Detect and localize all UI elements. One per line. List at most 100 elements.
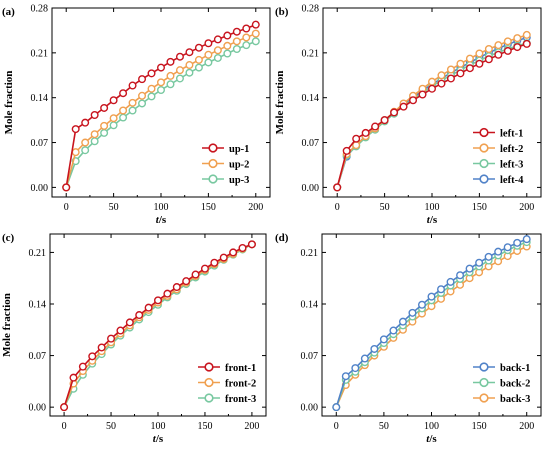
data-point: [361, 128, 370, 137]
data-point: [172, 283, 181, 292]
data-point: [138, 91, 147, 100]
data-point: [147, 84, 156, 93]
data-point: [484, 252, 493, 261]
data-point: [437, 79, 446, 88]
data-point: [332, 403, 341, 412]
data-point: [81, 118, 90, 127]
panel-label: (c): [2, 232, 15, 244]
data-point: [513, 238, 522, 247]
data-point: [229, 248, 238, 257]
panel-label: (d): [275, 232, 289, 244]
legend-label: front-2: [225, 379, 256, 390]
data-point: [333, 183, 342, 192]
legend-marker: [479, 158, 489, 169]
legend-label: back-2: [500, 379, 530, 390]
series-line: [335, 241, 527, 408]
legend-marker: [479, 362, 489, 372]
data-point: [232, 45, 241, 54]
series-line: [63, 243, 253, 408]
legend-marker: [204, 377, 214, 388]
x-tick-label: 150: [472, 202, 487, 213]
data-point: [360, 354, 369, 363]
data-point: [62, 183, 71, 192]
data-point: [119, 89, 128, 98]
x-axis-label-variable: t: [156, 214, 160, 226]
legend-label: left-1: [500, 129, 523, 140]
series-left-1: [333, 39, 531, 192]
data-point: [223, 49, 232, 58]
chart-panel-c: (c) 0 50 100 150 200 0.00 0.07 0.14 0.21 t/s Mole f…: [1, 232, 267, 445]
data-point: [213, 53, 222, 62]
y-tick-label: 0.28: [31, 4, 49, 15]
data-point: [90, 130, 99, 139]
data-point: [475, 49, 484, 58]
data-point: [475, 258, 484, 267]
y-tick-label: 0.21: [31, 48, 49, 59]
x-tick-label: 100: [424, 421, 439, 432]
legend-item-up-3: up-3: [202, 174, 249, 186]
chart-panel-d: (d) 0 50 100 150 200 0.00 0.07 0.14 0.21 t/s back-1…: [275, 232, 542, 445]
x-axis-label-variable: t: [153, 433, 157, 445]
data-point: [242, 33, 251, 42]
data-point: [390, 108, 399, 117]
data-point: [109, 114, 118, 123]
data-point: [191, 270, 200, 279]
x-tick-label: 0: [62, 421, 67, 432]
data-point: [446, 65, 455, 74]
x-axis-label: t/s: [426, 433, 437, 445]
x-tick-label: 0: [335, 202, 340, 213]
legend-label: left-2: [500, 144, 523, 155]
data-point: [494, 247, 503, 256]
legend-item-front-3: front-3: [198, 393, 256, 405]
legend-marker: [479, 174, 489, 184]
legend-item-left-2: left-2: [473, 143, 523, 155]
data-point: [417, 300, 426, 309]
data-point: [78, 362, 87, 371]
y-tick-label: 0.14: [29, 300, 47, 311]
y-tick-label: 0.21: [302, 48, 320, 59]
data-point: [175, 66, 184, 75]
series-line: [63, 243, 253, 408]
data-point: [71, 125, 80, 134]
legend-item-back-2: back-2: [473, 377, 530, 390]
data-point: [503, 243, 512, 252]
data-point: [219, 253, 228, 262]
x-axis-label-unit: /s: [428, 433, 437, 445]
data-point: [156, 78, 165, 87]
y-tick-label: 0.07: [301, 351, 319, 362]
legend-item-left-3: left-3: [473, 158, 523, 171]
data-point: [232, 27, 241, 36]
data-point: [166, 57, 175, 66]
legend-item-up-1: up-1: [202, 143, 249, 155]
data-point: [163, 289, 172, 298]
data-point: [138, 75, 147, 84]
y-tick-label: 0.21: [29, 248, 47, 259]
data-point: [153, 296, 162, 305]
data-point: [428, 84, 437, 93]
data-point: [437, 71, 446, 80]
x-tick-label: 200: [248, 202, 263, 213]
data-point: [213, 46, 222, 55]
legend-item-back-3: back-3: [473, 393, 530, 405]
x-tick-label: 100: [154, 202, 169, 213]
data-point: [194, 43, 203, 52]
legend-item-up-2: up-2: [202, 158, 249, 171]
legend-marker: [204, 393, 214, 403]
legend-item-front-2: front-2: [198, 377, 256, 390]
legend-label: front-3: [225, 394, 256, 405]
x-tick-label: 150: [472, 421, 487, 432]
legend-marker: [479, 127, 489, 138]
data-point: [446, 277, 455, 286]
data-point: [185, 48, 194, 57]
data-point: [147, 69, 156, 78]
x-tick-label: 150: [201, 202, 216, 213]
series-up-3: [62, 37, 260, 192]
legend-item-back-1: back-1: [473, 362, 530, 374]
data-point: [427, 292, 436, 301]
data-point: [242, 41, 251, 50]
data-point: [409, 96, 418, 105]
data-point: [342, 146, 351, 155]
data-point: [69, 373, 78, 382]
data-point: [60, 403, 69, 412]
legend-marker: [208, 158, 218, 169]
